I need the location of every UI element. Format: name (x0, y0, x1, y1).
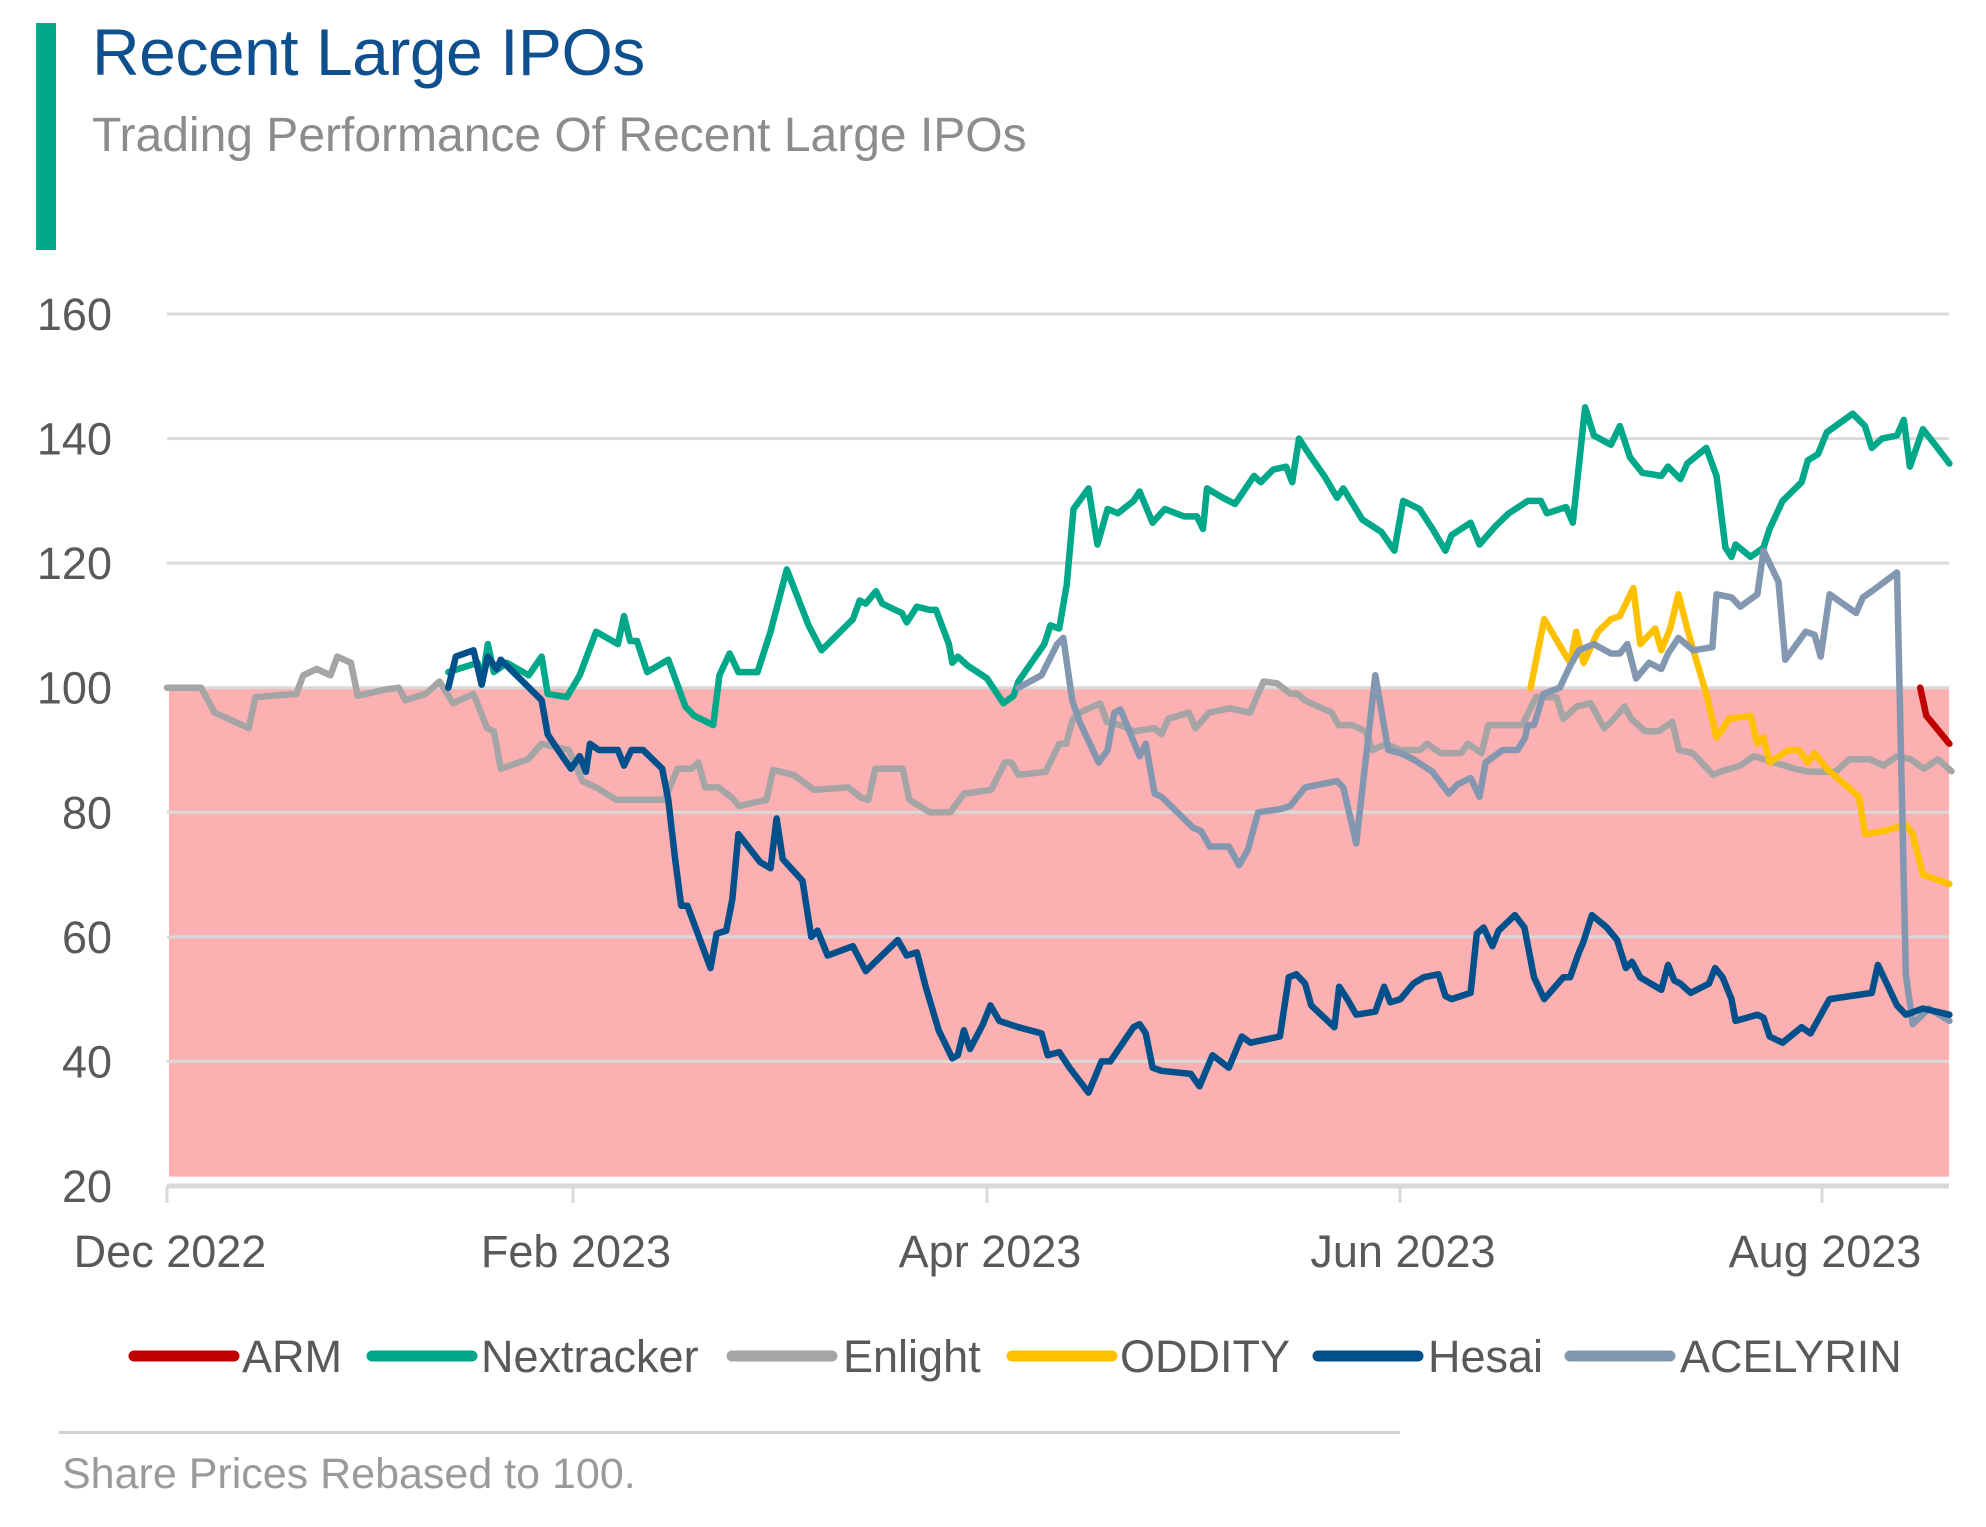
legend-item-arm: ARM (128, 1331, 342, 1382)
legend-label: ODDITY (1120, 1331, 1290, 1382)
x-tick-label: Jun 2023 (1310, 1226, 1495, 1277)
y-tick-label: 40 (62, 1036, 112, 1087)
footnote: Share Prices Rebased to 100. (62, 1450, 636, 1498)
chart-title: Recent Large IPOs (92, 15, 645, 89)
series-line-oddity (1527, 584, 1953, 888)
series-line-acelyrin (1015, 547, 1953, 1028)
x-tick-label: Aug 2023 (1729, 1226, 1922, 1277)
series-line-nextracker (445, 404, 1953, 729)
y-tick-label: 120 (37, 538, 112, 589)
x-tick-label: Dec 2022 (74, 1226, 267, 1277)
y-tick-label: 100 (37, 663, 112, 714)
legend-label: ARM (242, 1331, 342, 1382)
legend-item-oddity: ODDITY (1006, 1331, 1290, 1382)
y-tick-label: 80 (62, 787, 112, 838)
title-accent-bar (36, 23, 56, 250)
y-tick-label: 160 (37, 289, 112, 340)
legend-label: ACELYRIN (1680, 1331, 1902, 1382)
below-ipo-price-band (169, 687, 1949, 1177)
x-tick-label: Feb 2023 (481, 1226, 671, 1277)
legend-item-enlight: Enlight (726, 1331, 981, 1382)
series-line-hesai (445, 647, 1953, 1096)
legend-label: Nextracker (481, 1331, 699, 1382)
legend-item-nextracker: Nextracker (366, 1331, 699, 1382)
footnote-divider (59, 1431, 1400, 1434)
y-tick-label: 60 (62, 912, 112, 963)
legend-item-acelyrin: ACELYRIN (1564, 1331, 1902, 1382)
legend-item-hesai: Hesai (1312, 1331, 1543, 1382)
legend-label: Enlight (843, 1331, 981, 1382)
y-tick-label: 140 (37, 414, 112, 465)
legend-label: Hesai (1428, 1331, 1543, 1382)
series-line-arm (1916, 684, 1953, 748)
y-tick-label: 20 (62, 1161, 112, 1212)
x-tick-label: Apr 2023 (899, 1226, 1082, 1277)
chart-subtitle: Trading Performance Of Recent Large IPOs (92, 109, 1027, 162)
